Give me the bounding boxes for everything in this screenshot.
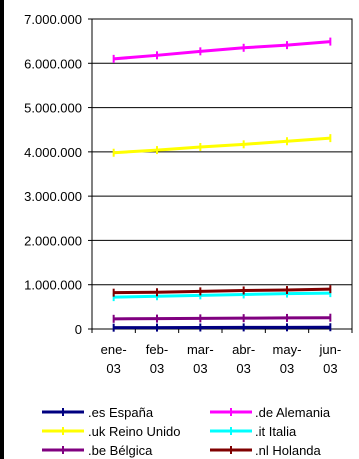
y-axis-ticks: 0 1.000.000 2.000.000 3.000.000 4.000.000 5.0… (24, 12, 92, 337)
series-line (113, 316, 331, 321)
legend-label: .be Bélgica (88, 443, 153, 458)
y-tick-label: 2.000.000 (24, 233, 82, 248)
x-tick-label: feb- (146, 342, 168, 357)
y-tick-label: 7.000.000 (24, 12, 82, 27)
x-tick-label: may- (273, 342, 302, 357)
x-tick-label-year: 03 (106, 361, 120, 376)
y-tick-label: 6.000.000 (24, 56, 82, 71)
series-lines (112, 37, 332, 332)
legend-label: .de Alemania (255, 405, 331, 420)
x-tick-label-year: 03 (236, 361, 250, 376)
legend-item: .be Bélgica (42, 443, 153, 458)
x-tick-label: mar- (187, 342, 214, 357)
x-tick-label: jun- (318, 342, 341, 357)
series-line (113, 291, 331, 299)
series-line (113, 136, 331, 155)
x-tick-label-year: 03 (323, 361, 337, 376)
x-axis-ticks: ene- 03 feb- 03 mar- 03 abr- 03 may- 03 jun- 03 (91, 329, 353, 376)
legend-item: .es España (42, 405, 154, 420)
legend-item: .uk Reino Unido (42, 424, 181, 439)
legend: .es España .de Alemania .uk Reino Unido .it… (42, 405, 331, 458)
legend-item: .it Italia (210, 424, 297, 439)
y-tick-label: 5.000.000 (24, 101, 82, 116)
legend-item: .nl Holanda (210, 443, 322, 458)
y-tick-label: 4.000.000 (24, 145, 82, 160)
legend-label: .nl Holanda (255, 443, 322, 458)
legend-label: .it Italia (255, 424, 297, 439)
legend-item: .de Alemania (210, 405, 331, 420)
x-tick-label-year: 03 (280, 361, 294, 376)
x-tick-label-year: 03 (193, 361, 207, 376)
x-tick-label: ene- (101, 342, 127, 357)
y-tick-label: 0 (75, 322, 82, 337)
x-tick-label: abr- (232, 342, 255, 357)
left-edge-bar (0, 0, 4, 459)
y-tick-label: 1.000.000 (24, 278, 82, 293)
legend-label: .es España (88, 405, 154, 420)
plot-area (91, 18, 353, 330)
series-line (113, 287, 331, 295)
y-tick-label: 3.000.000 (24, 189, 82, 204)
series-line (113, 40, 331, 61)
legend-label: .uk Reino Unido (88, 424, 181, 439)
x-tick-label-year: 03 (150, 361, 164, 376)
